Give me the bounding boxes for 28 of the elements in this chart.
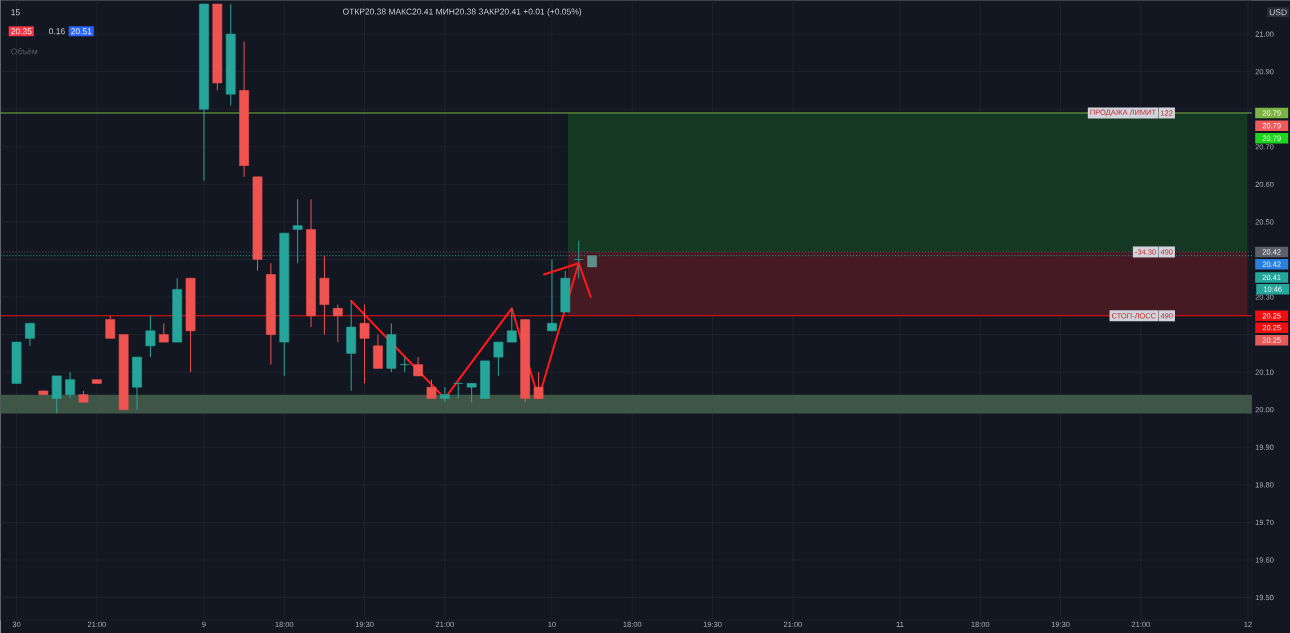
annotation: 0.16 <box>49 28 65 35</box>
annotation: 20.51 <box>71 28 92 35</box>
annotation: Объём <box>11 48 38 55</box>
candlestick <box>65 371 75 399</box>
candlestick <box>51 375 62 414</box>
text: USD <box>1269 9 1287 16</box>
candlestick <box>25 322 35 347</box>
annotation: 15 <box>11 9 20 16</box>
candlestick <box>453 382 464 399</box>
candlestick <box>145 315 156 358</box>
candlestick <box>426 379 437 399</box>
annotation: 20.35 <box>11 28 32 35</box>
candlestick <box>373 334 383 369</box>
candlestick <box>466 382 477 403</box>
candlestick <box>332 304 343 343</box>
annotation: ОТКР20.38 МАКС20.41 МИН20.38 ЗАКР20.41 +0.01 (+0.05%) <box>342 8 582 17</box>
candlestick <box>292 198 303 264</box>
candlestick <box>413 356 423 377</box>
candlestick <box>359 304 370 384</box>
candlestick <box>105 315 116 339</box>
candlestick <box>506 307 517 343</box>
candlestick <box>547 258 557 332</box>
candlestick <box>493 341 504 377</box>
candlestick <box>533 371 544 399</box>
candlestick <box>440 386 450 403</box>
candlestick <box>158 322 169 343</box>
candlestick <box>573 240 584 279</box>
candlestick <box>399 356 410 373</box>
